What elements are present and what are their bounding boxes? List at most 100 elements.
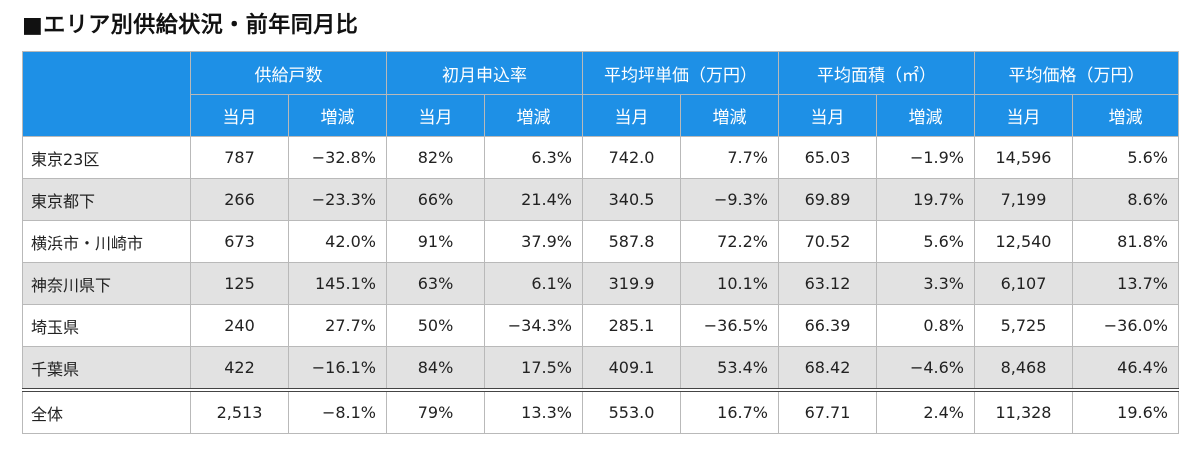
- table-cell: 42.0%: [288, 220, 387, 263]
- table-cell: 13.3%: [484, 388, 583, 434]
- table-cell: 66.39: [778, 304, 877, 347]
- table-cell: 17.5%: [484, 346, 583, 391]
- group-header-row: 供給戸数 初月申込率 平均坪単価（万円） 平均面積（㎡） 平均価格（万円）: [22, 51, 1179, 137]
- table-cell: 91%: [386, 220, 485, 263]
- sub-header-current: 当月: [582, 94, 681, 137]
- table-cell: 2,513: [190, 388, 289, 434]
- table-cell: 3.3%: [876, 262, 975, 305]
- table-cell: 72.2%: [680, 220, 779, 263]
- table-cell: 10.1%: [680, 262, 779, 305]
- table-cell: 5.6%: [876, 220, 975, 263]
- table-cell: 79%: [386, 388, 485, 434]
- table-cell: 46.4%: [1072, 346, 1179, 391]
- table-cell: 16.7%: [680, 388, 779, 434]
- table-row: 千葉県 422 −16.1% 84% 17.5% 409.1 53.4% 68.…: [22, 346, 1179, 391]
- area-name-cell: 神奈川県下: [22, 262, 191, 305]
- area-name-cell: 横浜市・川崎市: [22, 220, 191, 263]
- table-cell: 787: [190, 136, 289, 179]
- table-row: 横浜市・川崎市 673 42.0% 91% 37.9% 587.8 72.2% …: [22, 220, 1179, 263]
- table-cell: 19.7%: [876, 178, 975, 221]
- table-cell: 7.7%: [680, 136, 779, 179]
- table-cell: 69.89: [778, 178, 877, 221]
- area-name-cell: 東京都下: [22, 178, 191, 221]
- table-cell: 319.9: [582, 262, 681, 305]
- table-cell: 266: [190, 178, 289, 221]
- page-title: ■エリア別供給状況・前年同月比: [22, 13, 359, 38]
- table-cell: 6.1%: [484, 262, 583, 305]
- sub-header-change: 増減: [288, 94, 387, 137]
- table-row: 埼玉県 240 27.7% 50% −34.3% 285.1 −36.5% 66…: [22, 304, 1179, 347]
- header-avg-tsubo-price: 平均坪単価（万円）: [582, 51, 779, 95]
- table-cell: −23.3%: [288, 178, 387, 221]
- table-cell: 8,468: [974, 346, 1073, 391]
- table-cell: 63%: [386, 262, 485, 305]
- table-cell: 6.3%: [484, 136, 583, 179]
- header-avg-area: 平均面積（㎡）: [778, 51, 975, 95]
- table-cell: 6,107: [974, 262, 1073, 305]
- table-cell: −8.1%: [288, 388, 387, 434]
- table-cell: −36.0%: [1072, 304, 1179, 347]
- area-name-cell: 千葉県: [22, 346, 191, 391]
- table-cell: 145.1%: [288, 262, 387, 305]
- sub-header-current: 当月: [974, 94, 1073, 137]
- table-cell: 742.0: [582, 136, 681, 179]
- header-initial-contract-rate: 初月申込率: [386, 51, 583, 95]
- table-cell: 7,199: [974, 178, 1073, 221]
- area-name-cell: 埼玉県: [22, 304, 191, 347]
- sub-header-change: 増減: [876, 94, 975, 137]
- table-cell: −34.3%: [484, 304, 583, 347]
- table-cell: 63.12: [778, 262, 877, 305]
- sub-header-change: 増減: [1072, 94, 1179, 137]
- table-row: 東京23区 787 −32.8% 82% 6.3% 742.0 7.7% 65.…: [22, 136, 1179, 179]
- area-name-cell: 全体: [22, 388, 191, 434]
- table-cell: 19.6%: [1072, 388, 1179, 434]
- table-cell: 50%: [386, 304, 485, 347]
- table-cell: 53.4%: [680, 346, 779, 391]
- header-avg-price: 平均価格（万円）: [974, 51, 1179, 95]
- table-cell: 553.0: [582, 388, 681, 434]
- sub-header-current: 当月: [778, 94, 877, 137]
- table-cell: 340.5: [582, 178, 681, 221]
- table-cell: 68.42: [778, 346, 877, 391]
- table-cell: 409.1: [582, 346, 681, 391]
- table-cell: −4.6%: [876, 346, 975, 391]
- table-cell: 422: [190, 346, 289, 391]
- table-cell: 13.7%: [1072, 262, 1179, 305]
- table-cell: 70.52: [778, 220, 877, 263]
- table-cell: 0.8%: [876, 304, 975, 347]
- table-cell: 5,725: [974, 304, 1073, 347]
- table-cell: 673: [190, 220, 289, 263]
- table-cell: 5.6%: [1072, 136, 1179, 179]
- total-row: 全体 2,513 −8.1% 79% 13.3% 553.0 16.7% 67.…: [22, 388, 1179, 434]
- table-cell: −32.8%: [288, 136, 387, 179]
- table-cell: 65.03: [778, 136, 877, 179]
- table-cell: 66%: [386, 178, 485, 221]
- table-cell: −16.1%: [288, 346, 387, 391]
- table-cell: 285.1: [582, 304, 681, 347]
- sub-header-change: 増減: [484, 94, 583, 137]
- table-cell: 587.8: [582, 220, 681, 263]
- area-name-cell: 東京23区: [22, 136, 191, 179]
- table-cell: 11,328: [974, 388, 1073, 434]
- table-cell: 27.7%: [288, 304, 387, 347]
- sub-header-change: 増減: [680, 94, 779, 137]
- table-cell: 125: [190, 262, 289, 305]
- table-row: 神奈川県下 125 145.1% 63% 6.1% 319.9 10.1% 63…: [22, 262, 1179, 305]
- table-cell: 82%: [386, 136, 485, 179]
- header-supply-units: 供給戸数: [190, 51, 387, 95]
- table-cell: 14,596: [974, 136, 1073, 179]
- table-cell: 84%: [386, 346, 485, 391]
- sub-header-current: 当月: [190, 94, 289, 137]
- sub-header-row: 当月 増減 当月 増減 当月 増減 当月 増減 当月 増減: [23, 94, 1179, 137]
- table-cell: −1.9%: [876, 136, 975, 179]
- table-cell: 67.71: [778, 388, 877, 434]
- table-cell: 37.9%: [484, 220, 583, 263]
- table-cell: 81.8%: [1072, 220, 1179, 263]
- table-row: 東京都下 266 −23.3% 66% 21.4% 340.5 −9.3% 69…: [22, 178, 1179, 221]
- table-cell: 12,540: [974, 220, 1073, 263]
- table-cell: 21.4%: [484, 178, 583, 221]
- table-cell: −9.3%: [680, 178, 779, 221]
- area-supply-table: 供給戸数 初月申込率 平均坪単価（万円） 平均面積（㎡） 平均価格（万円） 当月…: [22, 51, 1179, 434]
- table-cell: 2.4%: [876, 388, 975, 434]
- area-header-cell: [22, 51, 191, 137]
